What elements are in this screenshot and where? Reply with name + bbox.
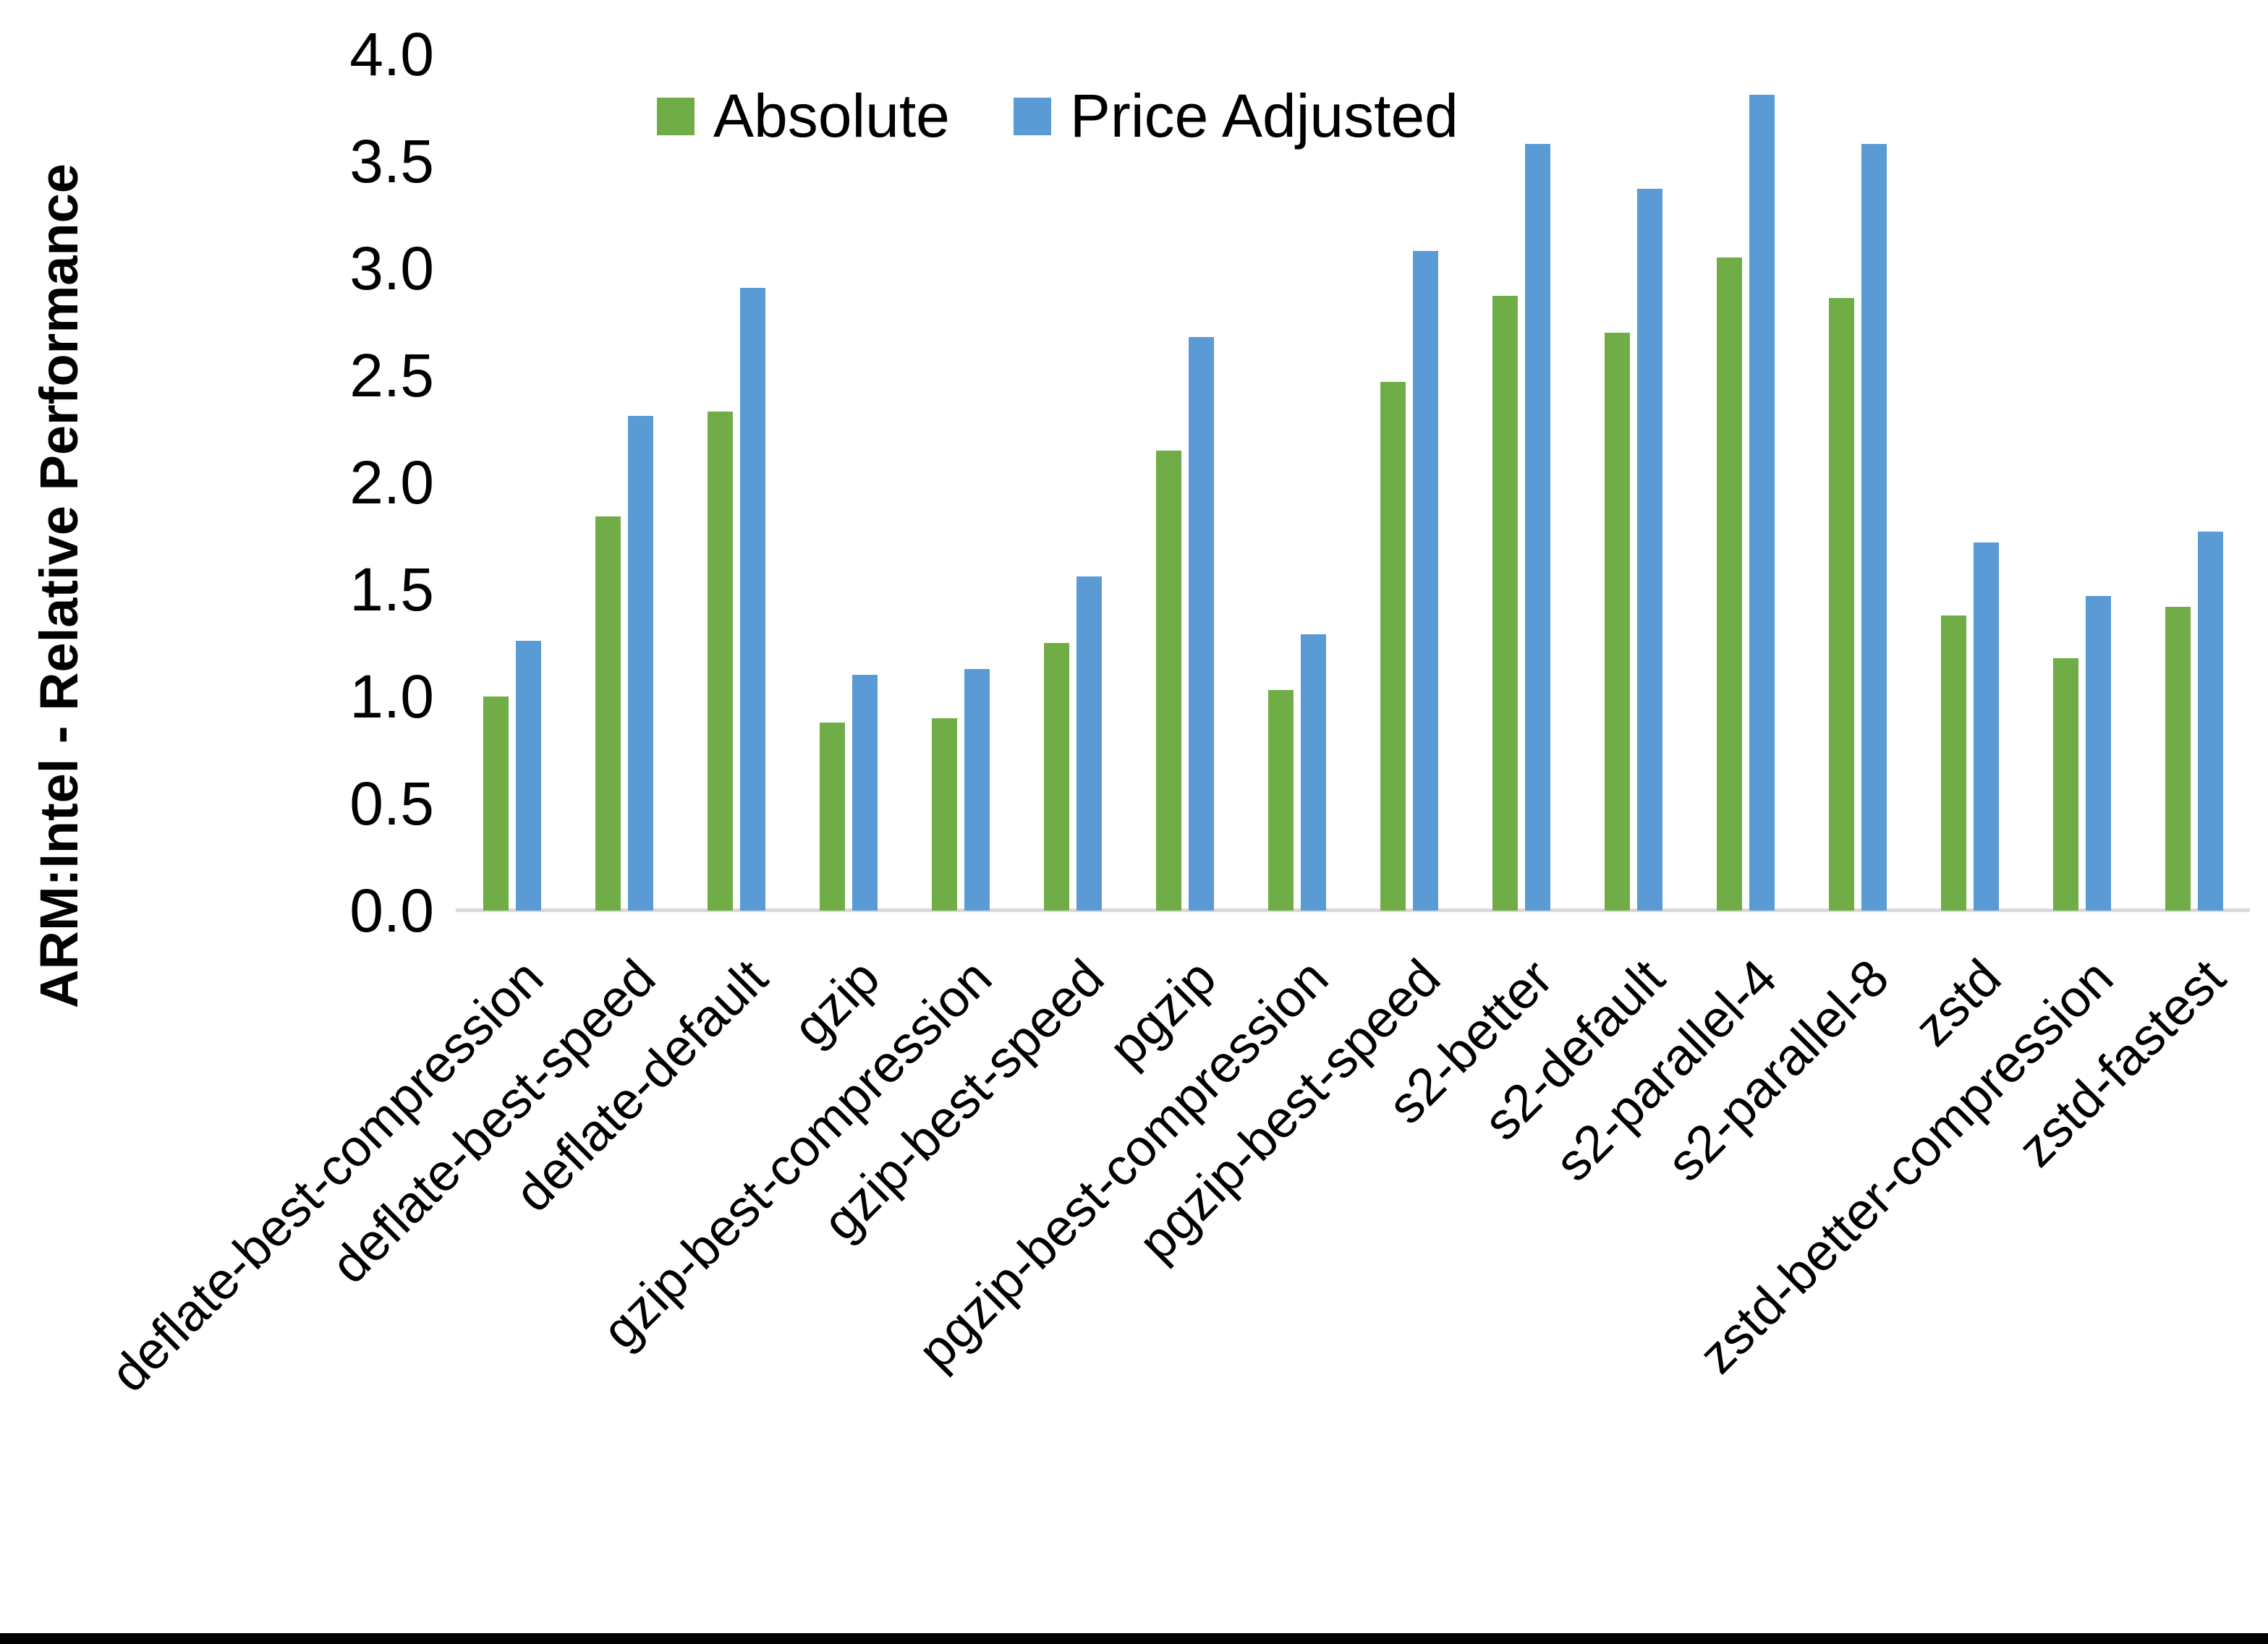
y-tick-label-3.5: 3.5 bbox=[349, 127, 434, 195]
y-tick-label-2.5: 2.5 bbox=[349, 341, 434, 409]
bar-price-adjusted-pgzip-best-speed bbox=[1413, 251, 1438, 911]
bar-absolute-deflate-best-speed bbox=[595, 516, 621, 911]
bar-price-adjusted-deflate-best-speed bbox=[628, 416, 653, 911]
legend-absolute-swatch-icon bbox=[657, 97, 695, 135]
bar-absolute-zstd-better-compression bbox=[2053, 658, 2078, 911]
y-tick-label-1.5: 1.5 bbox=[349, 555, 434, 623]
bar-price-adjusted-gzip-best-compression bbox=[964, 669, 990, 911]
bar-absolute-s2-better bbox=[1492, 296, 1518, 911]
bar-absolute-pgzip-best-speed bbox=[1380, 382, 1406, 911]
bar-absolute-deflate-best-compression bbox=[483, 697, 509, 911]
bar-price-adjusted-gzip-best-speed bbox=[1076, 576, 1102, 911]
bar-price-adjusted-s2-parallel-4 bbox=[1749, 95, 1775, 911]
bar-price-adjusted-s2-default bbox=[1637, 189, 1662, 911]
bar-price-adjusted-zstd bbox=[1974, 542, 1999, 911]
bar-price-adjusted-pgzip bbox=[1189, 337, 1214, 911]
bar-absolute-gzip-best-compression bbox=[932, 718, 957, 911]
bar-absolute-s2-default bbox=[1605, 333, 1630, 911]
bar-price-adjusted-pgzip-best-compression bbox=[1301, 634, 1326, 911]
bar-price-adjusted-zstd-fastest bbox=[2198, 532, 2223, 911]
bar-price-adjusted-gzip bbox=[852, 675, 878, 911]
bar-absolute-s2-parallel-4 bbox=[1717, 257, 1742, 911]
bar-absolute-gzip bbox=[820, 723, 845, 911]
bar-absolute-deflate-default bbox=[708, 412, 733, 911]
bar-absolute-pgzip-best-compression bbox=[1268, 690, 1294, 911]
x-axis-line bbox=[456, 908, 2250, 912]
legend-absolute-label: Absolute bbox=[713, 82, 950, 150]
y-tick-label-4.0: 4.0 bbox=[349, 20, 434, 88]
bottom-border-bar bbox=[0, 1633, 2268, 1644]
legend: Absolute Price Adjusted bbox=[657, 81, 1458, 151]
y-tick-label-0.5: 0.5 bbox=[349, 770, 434, 838]
legend-price-adjusted-swatch-icon bbox=[1013, 97, 1051, 135]
bar-absolute-pgzip bbox=[1156, 451, 1181, 911]
bar-absolute-s2-parallel-8 bbox=[1829, 298, 1854, 911]
bar-absolute-gzip-best-speed bbox=[1044, 643, 1069, 911]
bar-absolute-zstd bbox=[1941, 616, 1966, 911]
y-tick-label-1.0: 1.0 bbox=[349, 663, 434, 731]
y-tick-label-2.0: 2.0 bbox=[349, 448, 434, 516]
bar-price-adjusted-s2-better bbox=[1525, 144, 1550, 911]
bar-price-adjusted-deflate-best-compression bbox=[516, 641, 541, 911]
bar-price-adjusted-zstd-better-compression bbox=[2086, 596, 2111, 911]
bar-absolute-zstd-fastest bbox=[2165, 607, 2191, 911]
y-tick-label-0.0: 0.0 bbox=[349, 877, 434, 945]
legend-price-adjusted-label: Price Adjusted bbox=[1069, 82, 1458, 150]
bar-price-adjusted-s2-parallel-8 bbox=[1861, 144, 1887, 911]
y-tick-label-3.0: 3.0 bbox=[349, 234, 434, 302]
bar-price-adjusted-deflate-default bbox=[740, 288, 765, 911]
